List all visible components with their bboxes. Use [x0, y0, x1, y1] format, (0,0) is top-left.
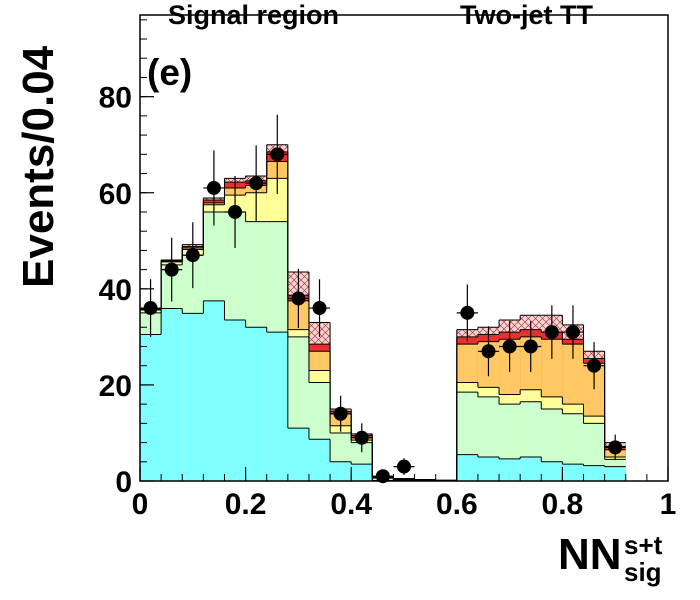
data-point	[351, 423, 373, 453]
data-marker	[481, 344, 496, 359]
bar-w-jets-light--4	[224, 320, 246, 481]
data-point	[203, 150, 225, 226]
x-tick-label: 0.2	[225, 488, 267, 521]
bar-w-jets-light--16	[477, 456, 500, 481]
data-marker	[565, 325, 580, 340]
bar-w-jets-light--22	[604, 466, 626, 481]
data-point	[287, 268, 309, 329]
data-marker	[270, 147, 285, 162]
y-tick-label: 40	[99, 274, 132, 307]
x-tick-label: 0.8	[542, 488, 584, 521]
data-marker	[185, 248, 200, 263]
x-axis-label: NN s+t sig	[558, 530, 662, 587]
y-tick-label: 80	[99, 82, 132, 115]
data-marker	[312, 301, 327, 316]
bar-w-jets-light--8	[308, 439, 331, 481]
data-point	[266, 114, 288, 194]
bar-w-jets-light--1	[161, 308, 183, 481]
data-marker	[523, 339, 538, 354]
data-point	[224, 176, 246, 248]
series-w-jets-light-	[140, 300, 626, 482]
data-point	[161, 237, 183, 302]
data-marker	[587, 358, 602, 373]
bar-w-jets-light--21	[583, 465, 605, 481]
panel-label: (e)	[147, 52, 193, 93]
data-marker	[375, 469, 390, 484]
x-tick-label: 0	[132, 488, 149, 521]
x-tick-label: 0.4	[330, 488, 372, 521]
data-point	[245, 145, 267, 221]
data-marker	[460, 305, 475, 320]
bar-w-jets-light--20	[562, 464, 584, 481]
data-marker	[291, 291, 306, 306]
bar-w-jets-light--3	[203, 300, 225, 481]
data-point	[477, 326, 500, 377]
bar-w-jets-light--9	[330, 461, 352, 481]
x-tick-label: 0.6	[436, 488, 478, 521]
bar-w-jets-light--0	[140, 334, 162, 481]
bar-w-jets-light--2	[182, 313, 204, 481]
data-point	[541, 305, 563, 359]
data-marker	[206, 180, 221, 195]
header-signal-region: Signal region	[168, 0, 340, 30]
header-two-jet-tt: Two-jet TT	[460, 0, 593, 30]
data-marker	[249, 176, 264, 191]
data-marker	[544, 325, 559, 340]
y-tick-label: 60	[99, 178, 132, 211]
data-point	[520, 321, 542, 372]
data-point	[330, 395, 352, 432]
data-point	[583, 342, 605, 390]
data-marker	[228, 204, 243, 219]
data-point	[604, 434, 626, 461]
bar-w-jets-light--15	[456, 454, 478, 481]
data-marker	[143, 301, 158, 316]
data-point	[372, 469, 394, 484]
y-axis-label: Events/0.04	[14, 45, 63, 288]
bar-w-jets-light--5	[245, 327, 267, 481]
data-point	[182, 222, 204, 289]
data-marker	[397, 459, 411, 474]
bar-w-jets-light--7	[287, 428, 309, 481]
y-tick-label: 20	[99, 370, 132, 403]
bar-w-jets-light--6	[266, 332, 288, 481]
data-point	[562, 305, 584, 359]
data-marker	[608, 440, 623, 455]
plot-frame	[139, 14, 669, 482]
x-axis-label-main: NN	[558, 530, 622, 579]
bar-w-jets-light--18	[520, 456, 542, 481]
x-axis-label-subscript: sig	[624, 557, 662, 587]
data-point	[308, 279, 331, 337]
bar-w-jets-light--10	[351, 464, 373, 481]
data-point	[499, 321, 521, 372]
data-marker	[164, 262, 179, 277]
data-marker	[354, 430, 369, 445]
y-tick-label: 0	[115, 466, 132, 499]
x-tick-label: 1	[660, 488, 677, 521]
data-marker	[502, 339, 517, 354]
bar-w-jets-light--19	[541, 461, 563, 481]
data-point	[393, 458, 415, 475]
data-marker	[333, 406, 348, 421]
bar-w-jets-light--17	[499, 458, 521, 481]
x-axis-label-superscript: s+t	[624, 530, 663, 560]
data-point	[456, 284, 478, 342]
